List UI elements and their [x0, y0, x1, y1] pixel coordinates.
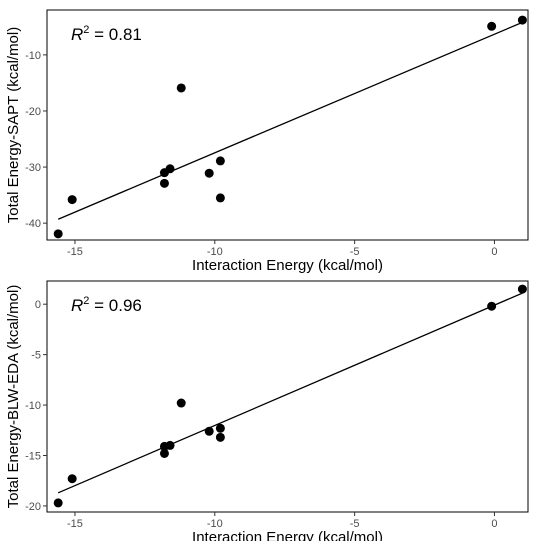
x-tick-label: -5	[350, 518, 360, 530]
r-superscript: 2	[83, 24, 89, 36]
data-point	[204, 168, 214, 178]
regression-line	[57, 21, 523, 220]
y-tick-label: -20	[25, 501, 41, 513]
y-tick-label: 0	[35, 299, 41, 311]
data-point	[159, 448, 169, 458]
y-tick-label: -10	[25, 400, 41, 412]
data-point	[165, 440, 175, 450]
x-tick-label: 0	[491, 246, 497, 258]
y-axis-title: Total Energy-SAPT (kcal/mol)	[5, 27, 22, 223]
x-tick-label: -15	[67, 518, 83, 530]
data-point	[67, 195, 77, 205]
data-point	[159, 178, 169, 188]
x-tick-label: -10	[207, 246, 223, 258]
chart-panel-2: -15 -10 -5 0 -20 -15 -10 -5 0 Interaction Energy …	[5, 280, 529, 546]
x-axis-title: Interaction Energy (kcal/mol)	[192, 257, 383, 274]
x-tick-label: 0	[491, 518, 497, 530]
y-tick-label: -10	[25, 50, 41, 62]
y-tick-label: -15	[25, 451, 41, 463]
y-tick-label: -40	[25, 218, 41, 230]
r-superscript: 2	[83, 295, 89, 307]
data-point	[204, 426, 214, 436]
data-point	[517, 15, 527, 25]
plot-border	[46, 9, 529, 241]
data-point	[176, 83, 186, 93]
x-tick-label: -15	[67, 246, 83, 258]
y-tick-label: -30	[25, 162, 41, 174]
data-point	[487, 21, 497, 31]
data-point	[53, 229, 63, 239]
x-axis-title: Interaction Energy (kcal/mol)	[192, 529, 383, 541]
r-value: = 0.81	[89, 25, 141, 44]
data-point	[517, 284, 527, 294]
data-point	[215, 432, 225, 442]
y-axis-title: Total Energy-BLW-EDA (kcal/mol)	[5, 285, 22, 509]
y-tick-label: -20	[25, 106, 41, 118]
r-symbol: R	[71, 296, 83, 315]
data-point	[487, 301, 497, 311]
data-point	[67, 474, 77, 484]
plot-border	[46, 280, 529, 513]
r-squared-annotation: R2 = 0.96	[71, 295, 142, 315]
data-point	[165, 164, 175, 174]
data-point	[53, 498, 63, 508]
regression-line	[57, 292, 523, 494]
r-value: = 0.96	[89, 296, 141, 315]
data-point	[215, 156, 225, 166]
data-point	[176, 398, 186, 408]
data-point	[215, 423, 225, 433]
x-tick-label: -5	[350, 246, 360, 258]
y-tick-label: -5	[31, 350, 41, 362]
x-tick-label: -10	[207, 518, 223, 530]
r-symbol: R	[71, 25, 83, 44]
r-squared-annotation: R2 = 0.81	[71, 24, 142, 44]
data-point	[215, 193, 225, 203]
